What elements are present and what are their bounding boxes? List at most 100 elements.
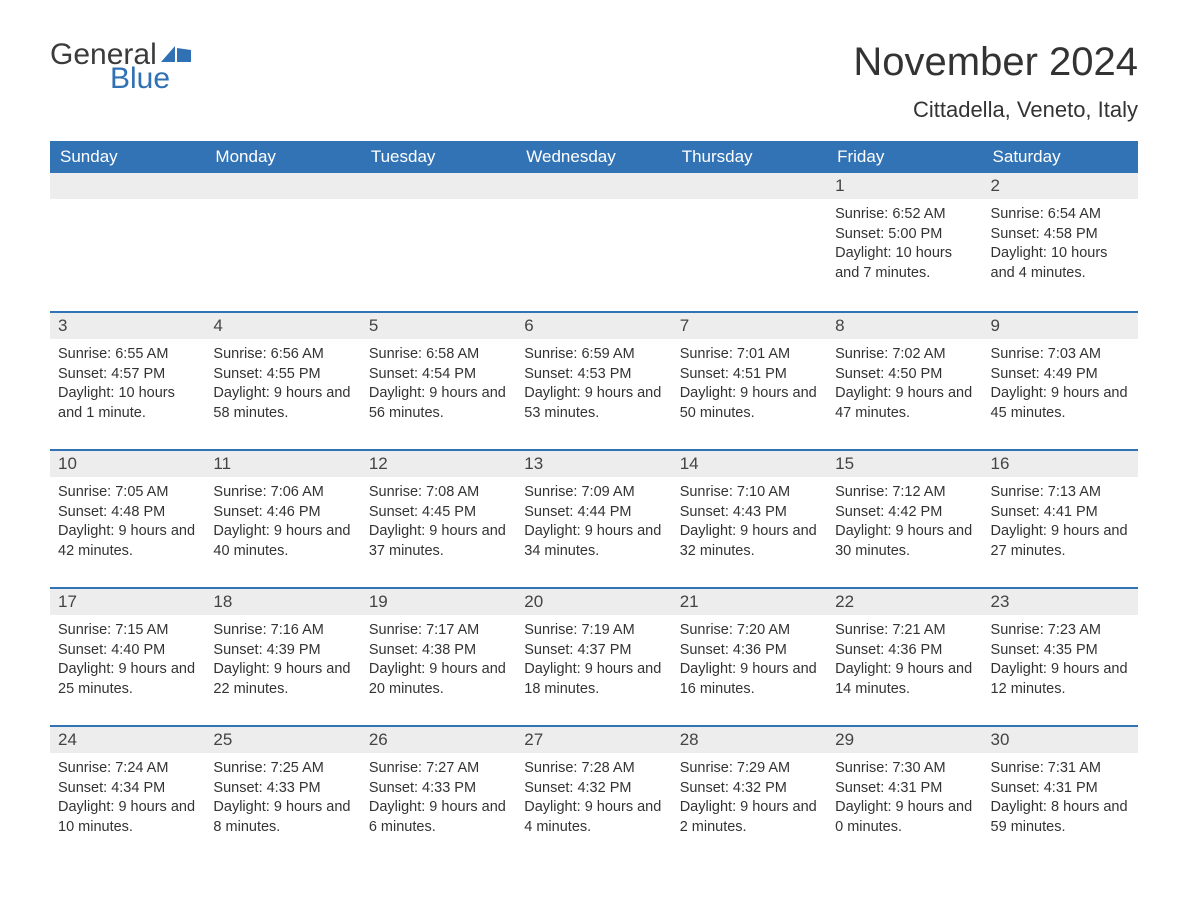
sunrise-line: Sunrise: 7:02 AM — [835, 345, 974, 365]
sunset-line: Sunset: 4:38 PM — [369, 641, 508, 661]
calendar-cell: 30Sunrise: 7:31 AMSunset: 4:31 PMDayligh… — [983, 725, 1138, 863]
sunset-line: Sunset: 4:33 PM — [369, 779, 508, 799]
sunset-line: Sunset: 5:00 PM — [835, 225, 974, 245]
sunrise-line: Sunrise: 7:10 AM — [680, 483, 819, 503]
day-number: 9 — [983, 311, 1138, 339]
day-details: Sunrise: 6:54 AMSunset: 4:58 PMDaylight:… — [983, 199, 1138, 283]
sunset-line: Sunset: 4:51 PM — [680, 365, 819, 385]
calendar-cell: 5Sunrise: 6:58 AMSunset: 4:54 PMDaylight… — [361, 311, 516, 449]
daylight-line: Daylight: 9 hours and 37 minutes. — [369, 522, 508, 561]
calendar-week-row: 10Sunrise: 7:05 AMSunset: 4:48 PMDayligh… — [50, 449, 1138, 587]
day-details: Sunrise: 7:16 AMSunset: 4:39 PMDaylight:… — [205, 615, 360, 699]
sunrise-line: Sunrise: 7:03 AM — [991, 345, 1130, 365]
day-number: 18 — [205, 587, 360, 615]
day-details: Sunrise: 6:52 AMSunset: 5:00 PMDaylight:… — [827, 199, 982, 283]
calendar-cell: 12Sunrise: 7:08 AMSunset: 4:45 PMDayligh… — [361, 449, 516, 587]
daylight-line: Daylight: 9 hours and 10 minutes. — [58, 798, 197, 837]
day-number: 8 — [827, 311, 982, 339]
calendar-cell: 11Sunrise: 7:06 AMSunset: 4:46 PMDayligh… — [205, 449, 360, 587]
sunset-line: Sunset: 4:44 PM — [524, 503, 663, 523]
sunrise-line: Sunrise: 7:09 AM — [524, 483, 663, 503]
calendar-cell — [672, 173, 827, 311]
day-number: 13 — [516, 449, 671, 477]
day-number: 17 — [50, 587, 205, 615]
daylight-line: Daylight: 9 hours and 56 minutes. — [369, 384, 508, 423]
sunrise-line: Sunrise: 7:12 AM — [835, 483, 974, 503]
daylight-line: Daylight: 10 hours and 4 minutes. — [991, 244, 1130, 283]
day-number: 23 — [983, 587, 1138, 615]
day-number: 2 — [983, 173, 1138, 199]
daylight-line: Daylight: 9 hours and 50 minutes. — [680, 384, 819, 423]
sunset-line: Sunset: 4:36 PM — [680, 641, 819, 661]
calendar-week-row: 17Sunrise: 7:15 AMSunset: 4:40 PMDayligh… — [50, 587, 1138, 725]
calendar-cell — [361, 173, 516, 311]
calendar-week-row: 24Sunrise: 7:24 AMSunset: 4:34 PMDayligh… — [50, 725, 1138, 863]
sunset-line: Sunset: 4:48 PM — [58, 503, 197, 523]
sunset-line: Sunset: 4:41 PM — [991, 503, 1130, 523]
daylight-line: Daylight: 9 hours and 47 minutes. — [835, 384, 974, 423]
daylight-line: Daylight: 10 hours and 7 minutes. — [835, 244, 974, 283]
day-details: Sunrise: 7:20 AMSunset: 4:36 PMDaylight:… — [672, 615, 827, 699]
day-details: Sunrise: 7:25 AMSunset: 4:33 PMDaylight:… — [205, 753, 360, 837]
weekday-header: Thursday — [672, 141, 827, 173]
calendar-cell: 14Sunrise: 7:10 AMSunset: 4:43 PMDayligh… — [672, 449, 827, 587]
day-details: Sunrise: 7:10 AMSunset: 4:43 PMDaylight:… — [672, 477, 827, 561]
daylight-line: Daylight: 9 hours and 58 minutes. — [213, 384, 352, 423]
sunrise-line: Sunrise: 7:25 AM — [213, 759, 352, 779]
sunrise-line: Sunrise: 6:59 AM — [524, 345, 663, 365]
sunrise-line: Sunrise: 7:13 AM — [991, 483, 1130, 503]
day-number: 30 — [983, 725, 1138, 753]
calendar-cell — [516, 173, 671, 311]
day-details: Sunrise: 7:19 AMSunset: 4:37 PMDaylight:… — [516, 615, 671, 699]
daylight-line: Daylight: 9 hours and 22 minutes. — [213, 660, 352, 699]
sunset-line: Sunset: 4:40 PM — [58, 641, 197, 661]
sunrise-line: Sunrise: 7:16 AM — [213, 621, 352, 641]
calendar-cell: 19Sunrise: 7:17 AMSunset: 4:38 PMDayligh… — [361, 587, 516, 725]
calendar-cell: 9Sunrise: 7:03 AMSunset: 4:49 PMDaylight… — [983, 311, 1138, 449]
sunrise-line: Sunrise: 6:54 AM — [991, 205, 1130, 225]
day-details: Sunrise: 7:12 AMSunset: 4:42 PMDaylight:… — [827, 477, 982, 561]
day-number: 27 — [516, 725, 671, 753]
day-number: 6 — [516, 311, 671, 339]
daylight-line: Daylight: 10 hours and 1 minute. — [58, 384, 197, 423]
sunrise-line: Sunrise: 7:21 AM — [835, 621, 974, 641]
header: General Blue November 2024 Cittadella, V… — [50, 40, 1138, 123]
daylight-line: Daylight: 9 hours and 14 minutes. — [835, 660, 974, 699]
day-details: Sunrise: 6:58 AMSunset: 4:54 PMDaylight:… — [361, 339, 516, 423]
weekday-header: Tuesday — [361, 141, 516, 173]
daylight-line: Daylight: 9 hours and 2 minutes. — [680, 798, 819, 837]
day-number: 4 — [205, 311, 360, 339]
daylight-line: Daylight: 9 hours and 8 minutes. — [213, 798, 352, 837]
calendar-table: SundayMondayTuesdayWednesdayThursdayFrid… — [50, 141, 1138, 863]
calendar-cell — [205, 173, 360, 311]
daylight-line: Daylight: 9 hours and 12 minutes. — [991, 660, 1130, 699]
sunrise-line: Sunrise: 7:06 AM — [213, 483, 352, 503]
calendar-cell: 28Sunrise: 7:29 AMSunset: 4:32 PMDayligh… — [672, 725, 827, 863]
sunrise-line: Sunrise: 6:56 AM — [213, 345, 352, 365]
calendar-cell: 3Sunrise: 6:55 AMSunset: 4:57 PMDaylight… — [50, 311, 205, 449]
empty-day-bar — [516, 173, 671, 199]
weekday-header: Saturday — [983, 141, 1138, 173]
sunrise-line: Sunrise: 6:55 AM — [58, 345, 197, 365]
sunset-line: Sunset: 4:53 PM — [524, 365, 663, 385]
sunset-line: Sunset: 4:55 PM — [213, 365, 352, 385]
day-details: Sunrise: 7:28 AMSunset: 4:32 PMDaylight:… — [516, 753, 671, 837]
sunrise-line: Sunrise: 7:17 AM — [369, 621, 508, 641]
sunset-line: Sunset: 4:32 PM — [680, 779, 819, 799]
daylight-line: Daylight: 9 hours and 0 minutes. — [835, 798, 974, 837]
sunset-line: Sunset: 4:31 PM — [835, 779, 974, 799]
calendar-cell: 25Sunrise: 7:25 AMSunset: 4:33 PMDayligh… — [205, 725, 360, 863]
day-details: Sunrise: 7:23 AMSunset: 4:35 PMDaylight:… — [983, 615, 1138, 699]
day-details: Sunrise: 7:15 AMSunset: 4:40 PMDaylight:… — [50, 615, 205, 699]
day-number: 20 — [516, 587, 671, 615]
location-label: Cittadella, Veneto, Italy — [853, 97, 1138, 123]
sunset-line: Sunset: 4:31 PM — [991, 779, 1130, 799]
daylight-line: Daylight: 9 hours and 20 minutes. — [369, 660, 508, 699]
daylight-line: Daylight: 9 hours and 16 minutes. — [680, 660, 819, 699]
day-details: Sunrise: 6:56 AMSunset: 4:55 PMDaylight:… — [205, 339, 360, 423]
weekday-header: Wednesday — [516, 141, 671, 173]
day-details: Sunrise: 6:59 AMSunset: 4:53 PMDaylight:… — [516, 339, 671, 423]
sunset-line: Sunset: 4:43 PM — [680, 503, 819, 523]
daylight-line: Daylight: 9 hours and 42 minutes. — [58, 522, 197, 561]
daylight-line: Daylight: 9 hours and 34 minutes. — [524, 522, 663, 561]
